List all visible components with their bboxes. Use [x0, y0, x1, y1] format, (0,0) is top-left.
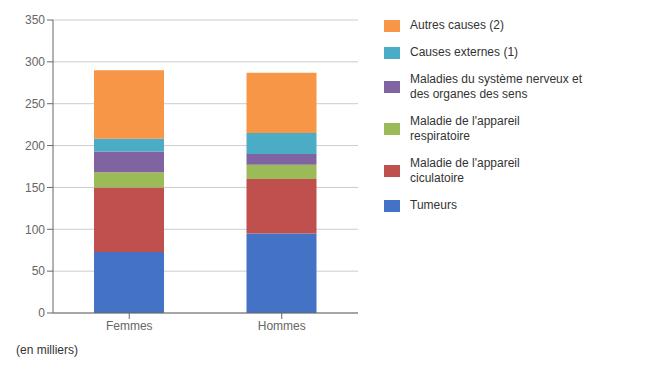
html-text:Maladies du système nerveux et: Maladies du système nerveux et des organ… [410, 72, 583, 101]
svg-text:200: 200 [25, 139, 45, 153]
svg-text:350: 350 [25, 13, 45, 27]
html-text:Causes externes (1): Causes externes (1) [410, 45, 518, 59]
svg-text:150: 150 [25, 181, 45, 195]
svg-text:50: 50 [32, 264, 46, 278]
svg-text:Hommes: Hommes [258, 319, 306, 333]
html-text:Maladie de l'appareil respirat: Maladie de l'appareil respiratoire [410, 114, 520, 143]
svg-text:100: 100 [25, 223, 45, 237]
html-text:(en milliers): (en milliers) [16, 343, 78, 357]
svg-text:0: 0 [38, 306, 45, 320]
html-text:Autres causes (2): Autres causes (2) [410, 18, 504, 32]
html-text:Maladie de l'appareil ciculato: Maladie de l'appareil ciculatoire [410, 156, 520, 185]
svg-text:300: 300 [25, 55, 45, 69]
svg-text:250: 250 [25, 97, 45, 111]
html-text:Tumeurs: Tumeurs [410, 198, 457, 212]
svg-text:Femmes: Femmes [106, 319, 153, 333]
